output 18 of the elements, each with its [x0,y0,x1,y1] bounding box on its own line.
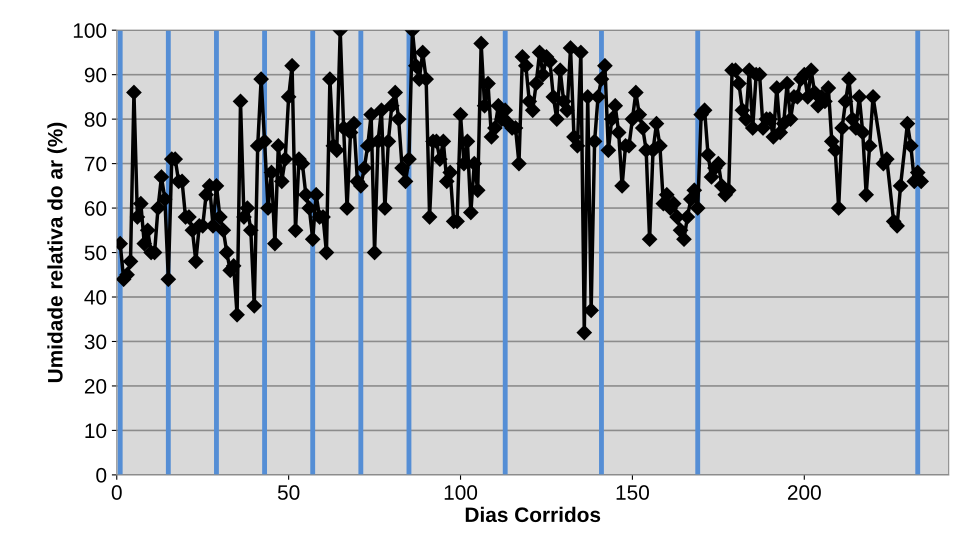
y-tick-label: 10 [85,423,106,438]
y-tick-label: 80 [84,112,106,127]
y-tick-label: 100 [74,23,106,38]
y-tick-label: 70 [84,156,106,172]
y-tick-label: 40 [84,290,106,305]
x-tick-label: 150 [616,485,649,500]
y-tick-label: 90 [84,68,106,82]
x-tick-label: 100 [444,485,478,500]
y-tick-label: 20 [84,378,106,394]
y-axis-title: Umidade relativa do ar (%) [47,122,67,382]
y-tick-label: 0 [96,468,106,483]
y-tick-label: 60 [84,201,106,216]
x-tick-label: 200 [788,485,821,500]
x-tick-label: 0 [112,485,122,500]
y-tick-label: 50 [84,246,106,260]
y-tick-label: 30 [84,334,106,350]
x-axis-title: Dias Corridos [466,506,600,522]
x-tick-label: 50 [278,485,300,500]
